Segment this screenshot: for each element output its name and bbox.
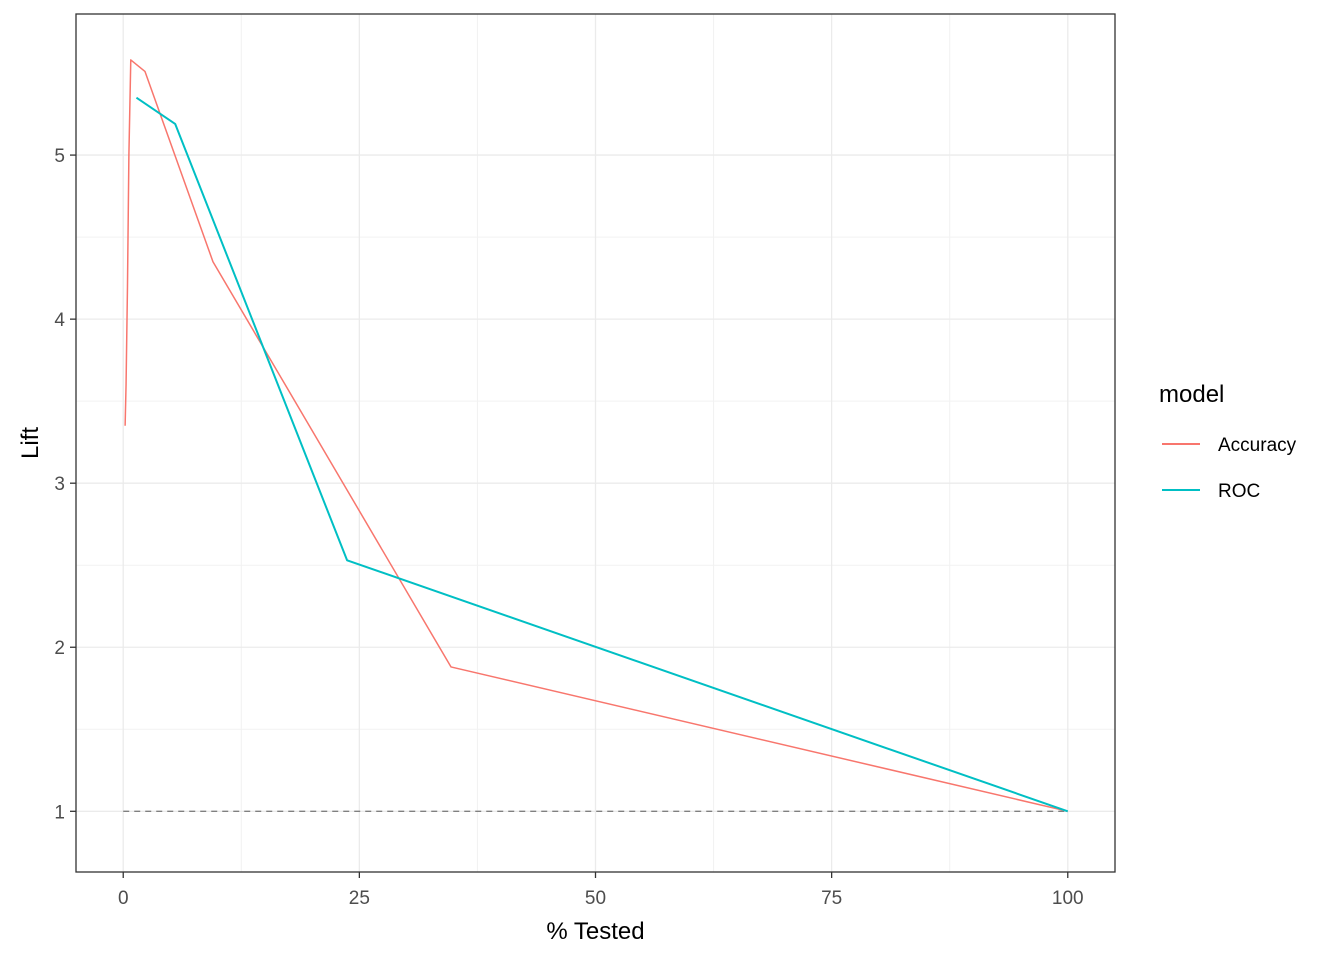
y-tick-label: 2 — [54, 638, 65, 659]
y-tick-label: 4 — [54, 310, 65, 331]
x-axis: 0 25 50 75 100 — [118, 872, 1084, 909]
x-tick-label: 0 — [118, 888, 129, 909]
legend-title: model — [1159, 381, 1224, 408]
y-axis-title: Lift — [17, 427, 44, 459]
x-tick-label: 25 — [349, 888, 370, 909]
y-tick-label: 1 — [54, 802, 65, 823]
x-tick-label: 50 — [585, 888, 606, 909]
legend: model Accuracy ROC — [1159, 381, 1297, 502]
x-tick-label: 75 — [821, 888, 842, 909]
x-axis-title: % Tested — [546, 918, 644, 945]
series-lines — [124, 59, 1069, 813]
y-tick-label: 3 — [54, 474, 65, 495]
series-line-accuracy — [124, 59, 1068, 813]
legend-label-roc: ROC — [1218, 481, 1260, 502]
x-tick-label: 100 — [1052, 888, 1084, 909]
y-axis: 1 2 3 4 5 — [54, 146, 76, 823]
y-tick-label: 5 — [54, 146, 65, 167]
series-line-roc — [135, 96, 1069, 813]
major-gridlines — [76, 14, 1115, 872]
legend-label-accuracy: Accuracy — [1218, 435, 1297, 456]
